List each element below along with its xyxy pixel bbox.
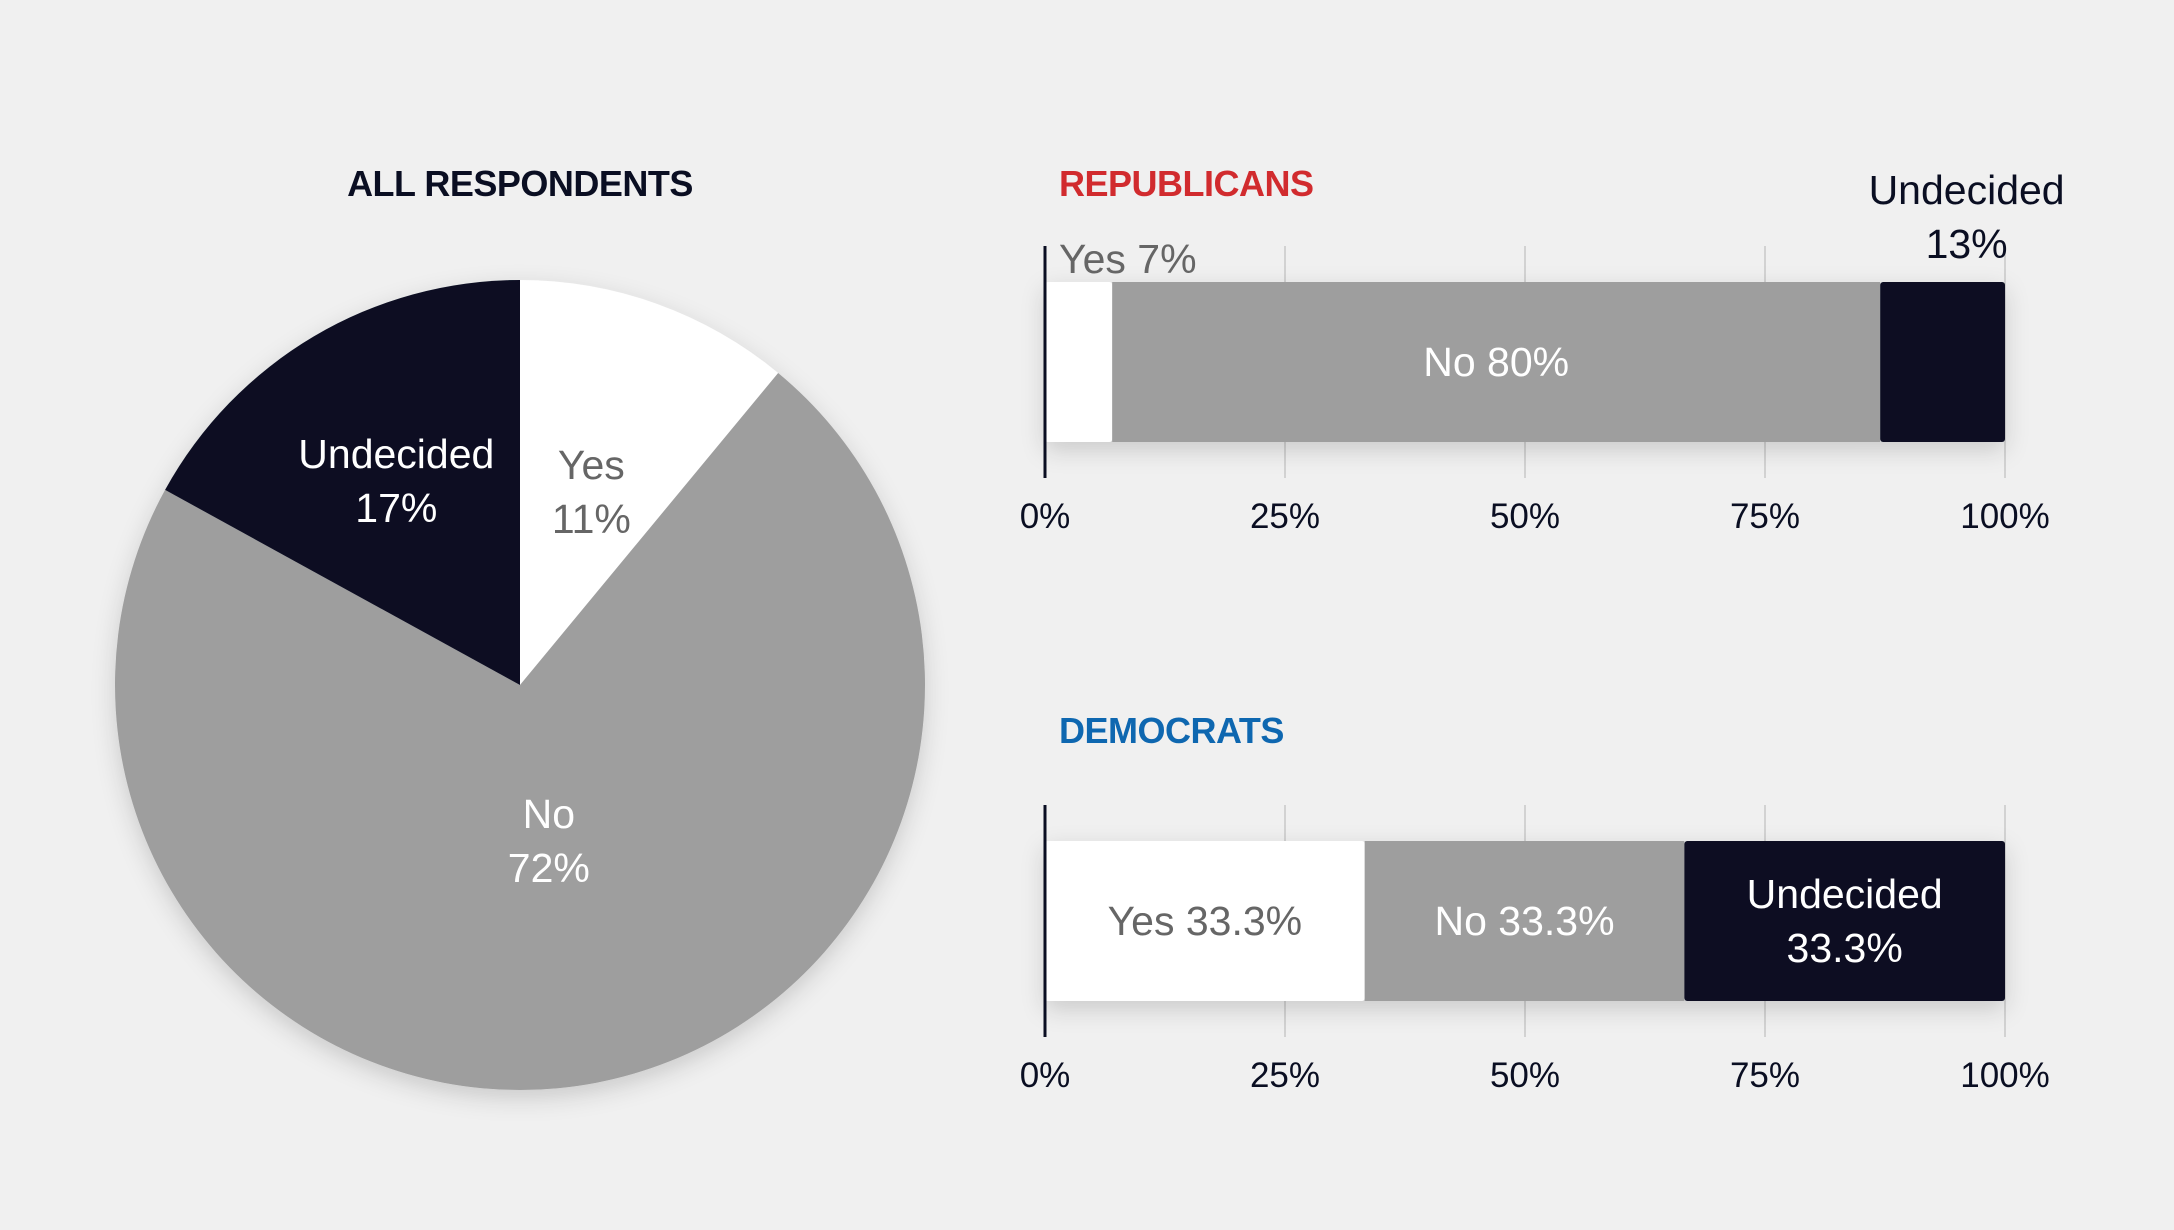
democrats-stacked-bar: 0% 25% 50% 75% 100% Yes 33.3% No 33.3% Undecide… bbox=[1020, 805, 2050, 1095]
pie-chart-all-respondents: ALL RESPONDENTS Yes 11% No 72% Undecided 17% bbox=[114, 163, 925, 1090]
republicans-title: REPUBLICANS bbox=[1059, 163, 1314, 204]
bar-chart-republicans: REPUBLICANS 0% 25% 50% 75% 100% Yes 7% No 80% U… bbox=[1020, 163, 2065, 536]
pie-slice-no bbox=[114, 372, 925, 1090]
republicans-bars bbox=[1045, 282, 2005, 442]
republicans-tick-label: 75% bbox=[1730, 497, 1800, 536]
republicans-bar-undecided bbox=[1880, 282, 2005, 442]
republicans-bar-no bbox=[1112, 282, 1881, 442]
democrats-tick-label: 25% bbox=[1250, 1056, 1320, 1095]
republicans-tick-label: 0% bbox=[1020, 497, 1071, 536]
republicans-label-no: No 80% bbox=[1423, 339, 1569, 385]
democrats-tick-label: 0% bbox=[1020, 1056, 1071, 1095]
pie-chart-title: ALL RESPONDENTS bbox=[347, 163, 693, 204]
democrats-label-undecided: 33.3% bbox=[1787, 925, 1903, 971]
democrats-bar-yes bbox=[1045, 841, 1365, 1001]
pie-labels: Yes 11% No 72% Undecided 17% bbox=[298, 431, 631, 891]
pie-label-undecided-value: 17% bbox=[355, 485, 437, 531]
pie-label-no-value: 72% bbox=[508, 845, 590, 891]
republicans-label-undecided: 13% bbox=[1926, 221, 2008, 267]
pie-label-yes-name: Yes bbox=[558, 442, 625, 488]
republicans-stacked-bar: 0% 25% 50% 75% 100% Yes 7% No 80% Undecided 13% bbox=[1020, 167, 2065, 536]
pie-slice-yes bbox=[520, 280, 779, 685]
democrats-tick-label: 75% bbox=[1730, 1056, 1800, 1095]
democrats-tick-label: 100% bbox=[1960, 1056, 2050, 1095]
republicans-label-undecided: Undecided bbox=[1869, 167, 2065, 213]
republicans-tick-label: 100% bbox=[1960, 497, 2050, 536]
democrats-bar-undecided bbox=[1684, 841, 2005, 1001]
republicans-tick-label: 25% bbox=[1250, 497, 1320, 536]
democrats-label-yes: Yes 33.3% bbox=[1108, 898, 1303, 944]
democrats-tick-label: 50% bbox=[1490, 1056, 1560, 1095]
republicans-bar-yes bbox=[1045, 282, 1113, 442]
pie-slices bbox=[114, 280, 925, 1090]
republicans-label-yes: Yes 7% bbox=[1059, 236, 1197, 282]
democrats-label-undecided: Undecided bbox=[1747, 871, 1943, 917]
democrats-title: DEMOCRATS bbox=[1059, 710, 1284, 751]
democrats-bars bbox=[1045, 841, 2005, 1001]
bar-chart-democrats: DEMOCRATS 0% 25% 50% 75% 100% Yes 33.3% No 33.… bbox=[1020, 710, 2050, 1095]
pie-label-yes-value: 11% bbox=[552, 496, 631, 542]
democrats-bar-no bbox=[1364, 841, 1685, 1001]
democrats-label-no: No 33.3% bbox=[1434, 898, 1614, 944]
pie-slice-undecided bbox=[165, 280, 520, 685]
pie-label-no-name: No bbox=[523, 791, 575, 837]
republicans-tick-label: 50% bbox=[1490, 497, 1560, 536]
pie-label-undecided-name: Undecided bbox=[298, 431, 494, 477]
